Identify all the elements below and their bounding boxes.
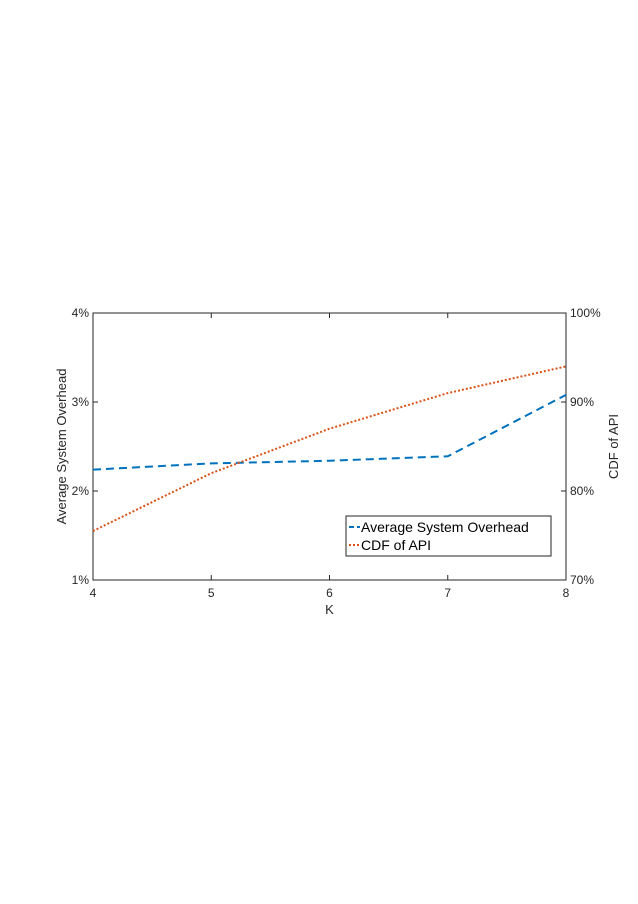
right-y-tick-label: 80% bbox=[570, 484, 594, 498]
right-y-tick-label: 90% bbox=[570, 395, 594, 409]
x-axis-ticks: 4 5 6 7 8 bbox=[90, 313, 570, 600]
x-tick-label: 4 bbox=[90, 586, 97, 600]
series-line-average-system-overhead bbox=[92, 393, 567, 471]
x-tick-label: 5 bbox=[208, 586, 215, 600]
x-tick-label: 8 bbox=[563, 586, 570, 600]
right-y-tick-label: 100% bbox=[570, 306, 601, 320]
legend: Average System Overhead CDF of API bbox=[345, 515, 552, 557]
legend-box bbox=[345, 515, 552, 557]
legend-label-average-system-overhead: Average System Overhead bbox=[361, 519, 529, 535]
left-y-tick-label: 3% bbox=[72, 395, 90, 409]
x-axis-label: K bbox=[325, 602, 334, 617]
left-y-axis-label: Average System Overhead bbox=[54, 369, 69, 525]
left-y-tick-label: 1% bbox=[72, 573, 90, 587]
series-layer bbox=[92, 365, 567, 532]
left-y-axis-ticks: 1% 2% 3% 4% bbox=[72, 306, 98, 587]
x-tick-label: 7 bbox=[444, 586, 451, 600]
legend-label-cdf-of-api: CDF of API bbox=[361, 537, 431, 553]
right-y-axis-ticks: 70% 80% 90% 100% bbox=[561, 306, 601, 587]
series-line-cdf-of-api bbox=[92, 365, 567, 532]
right-y-tick-label: 70% bbox=[570, 573, 594, 587]
right-y-axis-label: CDF of API bbox=[606, 414, 621, 479]
left-y-tick-label: 4% bbox=[72, 306, 90, 320]
x-tick-label: 6 bbox=[326, 586, 333, 600]
left-y-tick-label: 2% bbox=[72, 484, 90, 498]
